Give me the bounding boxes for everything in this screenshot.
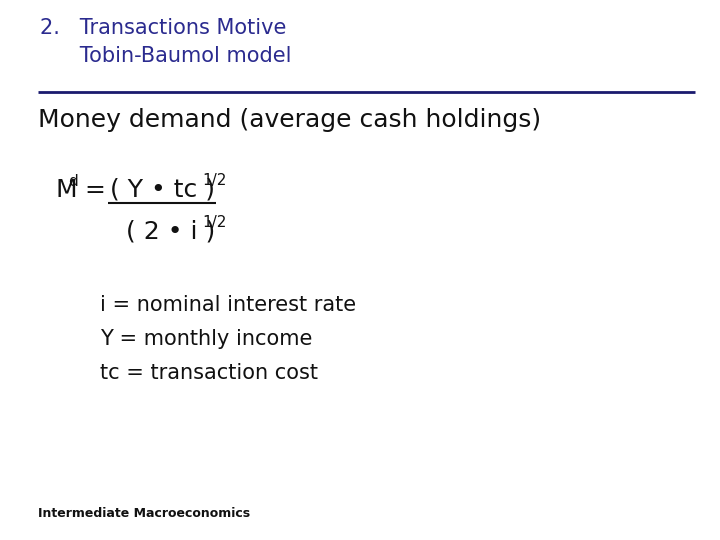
Text: d: d (68, 174, 78, 190)
Text: M: M (55, 178, 76, 202)
Text: 1/2: 1/2 (202, 173, 226, 188)
Text: ( 2 • i ): ( 2 • i ) (126, 219, 215, 243)
Text: i = nominal interest rate: i = nominal interest rate (100, 295, 356, 315)
Text: Money demand (average cash holdings): Money demand (average cash holdings) (38, 108, 541, 132)
Text: Tobin-Baumol model: Tobin-Baumol model (40, 46, 292, 66)
Text: ( Y • tc ): ( Y • tc ) (110, 178, 215, 202)
Text: 1/2: 1/2 (202, 214, 226, 230)
Text: Y = monthly income: Y = monthly income (100, 329, 312, 349)
Text: tc = transaction cost: tc = transaction cost (100, 363, 318, 383)
Text: 2.   Transactions Motive: 2. Transactions Motive (40, 18, 287, 38)
Text: =: = (77, 178, 114, 202)
Text: Intermediate Macroeconomics: Intermediate Macroeconomics (38, 507, 250, 520)
